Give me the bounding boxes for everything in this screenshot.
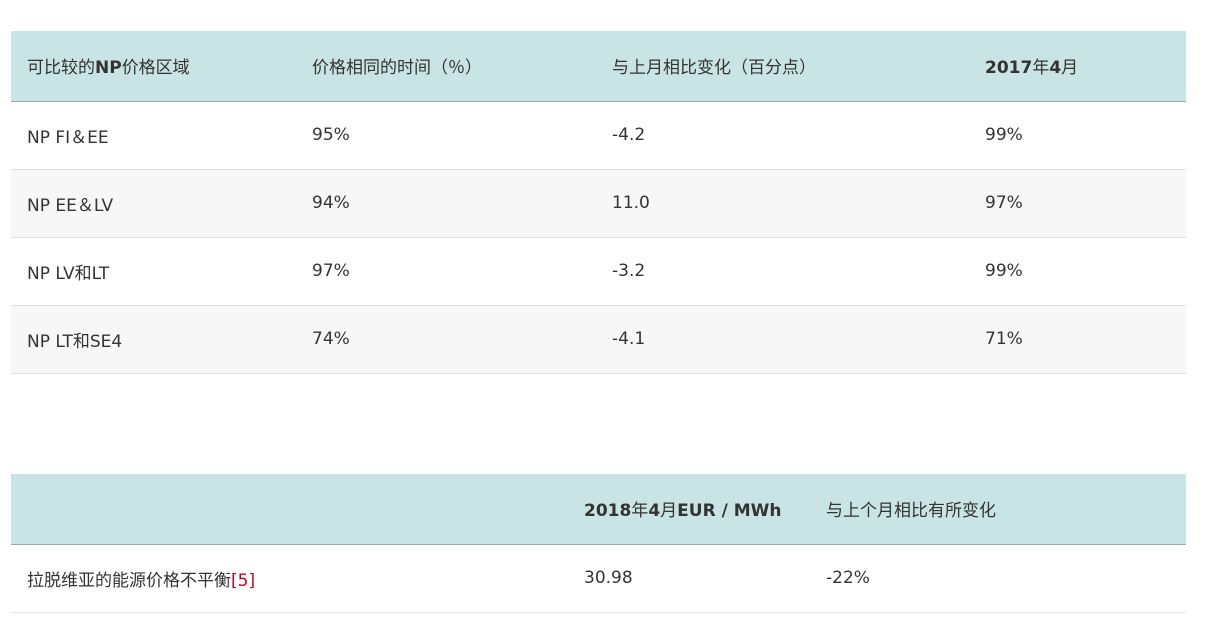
table-row: NP EE＆LV 94% 11.0 97% [11,169,1186,237]
col-header-change: 与上个月相比有所变化 [810,474,1186,545]
imbalance-price-table: 2018年4月EUR / MWh 与上个月相比有所变化 拉脱维亚的能源价格不平衡… [11,474,1186,613]
col-header-same-price-time: 价格相同的时间（％） [296,31,596,102]
header-row: 可比较的NP价格区域 价格相同的时间（％） 与上月相比变化（百分点） 2017年… [11,31,1186,102]
table-row: NP LT和SE4 74% -4.1 71% [11,305,1186,373]
price-zone-table: 可比较的NP价格区域 价格相同的时间（％） 与上月相比变化（百分点） 2017年… [11,31,1186,374]
col-header-empty [11,474,568,545]
col-header-april-2017: 2017年4月 [969,31,1186,102]
col-header-change: 与上月相比变化（百分点） [596,31,969,102]
table-row: NP LV和LT 97% -3.2 99% [11,237,1186,305]
table-row: NP FI＆EE 95% -4.2 99% [11,101,1186,169]
col-header-april-2018-eur-mwh: 2018年4月EUR / MWh [568,474,810,545]
row-label: 拉脱维亚的能源价格不平衡 [27,570,231,591]
table-row: 拉脱维亚的能源价格不平衡[5] 30.98 -22% [11,544,1186,612]
footnote-link[interactable]: [5] [231,570,256,591]
col-header-zone: 可比较的NP价格区域 [11,31,296,102]
header-row: 2018年4月EUR / MWh 与上个月相比有所变化 [11,474,1186,545]
